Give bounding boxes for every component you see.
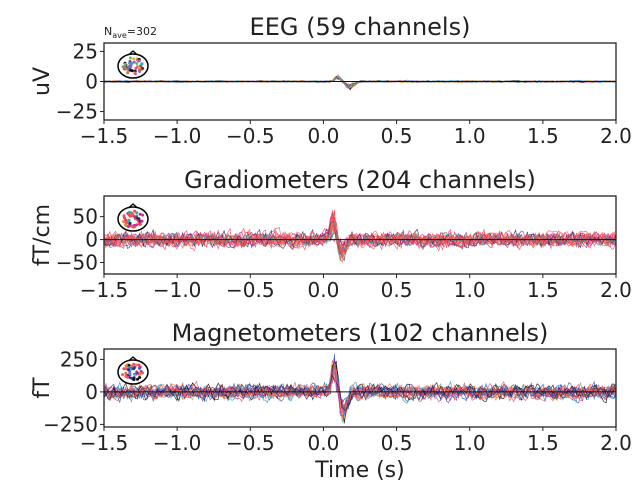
panel-title: Gradiometers (204 channels) bbox=[184, 166, 536, 194]
x-tick-label: 1.5 bbox=[527, 431, 559, 455]
y-tick-label: 0 bbox=[85, 228, 98, 252]
y-tick-label: −25 bbox=[56, 100, 98, 124]
x-tick-label: 2.0 bbox=[600, 124, 632, 148]
y-axis-label: fT bbox=[30, 377, 55, 399]
x-tick-label: 0.0 bbox=[308, 124, 340, 148]
x-tick-label: −0.5 bbox=[226, 431, 275, 455]
panel-title: Magnetometers (102 channels) bbox=[172, 319, 549, 347]
channel-trace bbox=[104, 353, 616, 412]
x-axis-label: Time (s) bbox=[314, 458, 404, 483]
y-axis-label: fT/cm bbox=[30, 204, 55, 266]
x-tick-label: 1.0 bbox=[454, 431, 486, 455]
y-tick-label: 25 bbox=[73, 39, 98, 63]
x-tick-label: −1.0 bbox=[153, 278, 202, 302]
x-tick-label: −1.0 bbox=[153, 124, 202, 148]
x-tick-label: 0.5 bbox=[381, 278, 413, 302]
channel-trace bbox=[104, 76, 616, 90]
channel-trace bbox=[104, 217, 616, 252]
x-tick-label: 1.5 bbox=[527, 124, 559, 148]
x-tick-label: −1.0 bbox=[153, 431, 202, 455]
x-tick-label: 0.5 bbox=[381, 124, 413, 148]
x-tick-label: 1.0 bbox=[454, 124, 486, 148]
axes-frame bbox=[103, 348, 617, 428]
traces-group bbox=[104, 74, 616, 91]
panel-2: −1.5 −1.0 −0.5 0.0 0.5 1.0 1.5 2.0 500−50 Gradiom… bbox=[30, 166, 632, 302]
channel-trace bbox=[104, 362, 616, 418]
x-tick-label: −1.5 bbox=[80, 431, 129, 455]
x-tick-label: 2.0 bbox=[600, 278, 632, 302]
channel-trace bbox=[104, 364, 616, 412]
x-tick-label: 0.0 bbox=[308, 431, 340, 455]
nave-annotation: Nave=302 bbox=[104, 25, 157, 40]
x-tick-label: −1.5 bbox=[80, 278, 129, 302]
x-tick-label: −0.5 bbox=[226, 278, 275, 302]
y-tick-label: −250 bbox=[43, 412, 98, 436]
channel-trace bbox=[104, 374, 616, 411]
y-tick-label: 250 bbox=[60, 347, 98, 371]
x-tick-label: 1.0 bbox=[454, 278, 486, 302]
channel-trace bbox=[104, 77, 616, 89]
y-tick-label: 50 bbox=[73, 205, 98, 229]
y-tick-label: 0 bbox=[85, 70, 98, 94]
y-tick-label: −50 bbox=[56, 251, 98, 275]
y-tick-label: 0 bbox=[85, 380, 98, 404]
channel-trace bbox=[104, 210, 616, 248]
traces-group bbox=[104, 353, 616, 424]
panel-3: −1.5 −1.0 −0.5 0.0 0.5 1.0 1.5 2.0 250 0 −250 Magne… bbox=[30, 319, 632, 483]
axes-frame bbox=[103, 195, 617, 275]
x-tick-label: −0.5 bbox=[226, 124, 275, 148]
sensor-topomap-icon bbox=[117, 203, 149, 232]
panel-title: EEG (59 channels) bbox=[250, 13, 471, 41]
traces-group bbox=[104, 209, 616, 263]
x-tick-label: 2.0 bbox=[600, 431, 632, 455]
y-axis-label: uV bbox=[30, 67, 55, 96]
channel-trace bbox=[104, 363, 616, 417]
x-tick-label: 1.5 bbox=[527, 278, 559, 302]
panel-1: −1.5 −1.0 −0.5 0.0 0.5 1.0 1.5 2.0 25 0 −25 EEG (59… bbox=[30, 13, 632, 148]
x-tick-label: 0.0 bbox=[308, 278, 340, 302]
sensor-topomap-icon bbox=[117, 50, 149, 79]
channel-trace bbox=[104, 77, 616, 91]
x-tick-label: 0.5 bbox=[381, 431, 413, 455]
x-tick-label: −1.5 bbox=[80, 124, 129, 148]
sensor-topomap-icon bbox=[117, 356, 149, 385]
